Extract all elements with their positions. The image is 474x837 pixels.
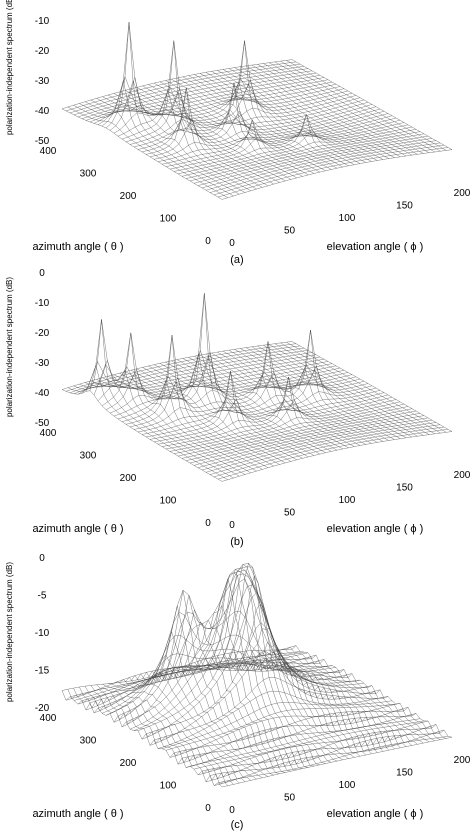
vertical-tick-label: -20 bbox=[35, 703, 50, 714]
y-axis-label: polarization-independent spectrum (dB) bbox=[5, 277, 14, 417]
surface-mesh bbox=[61, 562, 453, 788]
surface-mesh bbox=[61, 293, 453, 482]
vertical-tick-label: -5 bbox=[38, 591, 47, 602]
azimuth-axis-label: azimuth angle ( θ ) bbox=[32, 241, 123, 253]
vertical-tick-label: -10 bbox=[35, 16, 50, 27]
elevation-tick-label: 50 bbox=[284, 508, 296, 519]
elevation-tick-label: 50 bbox=[284, 226, 296, 237]
azimuth-axis-label: azimuth angle ( θ ) bbox=[32, 523, 123, 535]
vertical-tick-label: -30 bbox=[35, 76, 50, 87]
elevation-tick-label: 200 bbox=[454, 188, 471, 199]
elevation-tick-label: 150 bbox=[396, 768, 413, 779]
elevation-tick-label: 100 bbox=[339, 780, 356, 791]
elevation-tick-label: 150 bbox=[396, 201, 413, 212]
elevation-tick-label: 200 bbox=[454, 755, 471, 766]
azimuth-tick-label: 100 bbox=[160, 496, 177, 507]
elevation-tick-label: 100 bbox=[339, 495, 356, 506]
azimuth-tick-label: 300 bbox=[80, 169, 97, 180]
panel-caption: (b) bbox=[230, 536, 243, 548]
azimuth-tick-label: 0 bbox=[205, 236, 211, 247]
azimuth-tick-label: 0 bbox=[205, 803, 211, 814]
azimuth-tick-label: 200 bbox=[120, 473, 137, 484]
azimuth-tick-label: 200 bbox=[120, 191, 137, 202]
elevation-tick-label: 0 bbox=[229, 805, 235, 816]
elevation-tick-label: 0 bbox=[229, 238, 235, 249]
vertical-tick-label: -50 bbox=[35, 136, 50, 147]
panel-caption: (a) bbox=[230, 254, 243, 266]
vertical-tick-label: -10 bbox=[35, 628, 50, 639]
azimuth-tick-label: 0 bbox=[205, 518, 211, 529]
azimuth-tick-label: 400 bbox=[40, 713, 57, 724]
elevation-tick-label: 50 bbox=[284, 793, 296, 804]
vertical-tick-label: -10 bbox=[35, 298, 50, 309]
vertical-tick-label: 0 bbox=[39, 268, 45, 279]
surface-panel-2: 0 -10 -20 -30 -40 -50 polarization-independent… bbox=[5, 268, 471, 548]
azimuth-tick-label: 300 bbox=[80, 736, 97, 747]
vertical-tick-label: -20 bbox=[35, 328, 50, 339]
azimuth-axis-label: azimuth angle ( θ ) bbox=[32, 808, 123, 820]
vertical-tick-label: -40 bbox=[35, 106, 50, 117]
azimuth-tick-label: 400 bbox=[40, 146, 57, 157]
elevation-axis-label: elevation angle ( ϕ ) bbox=[327, 523, 424, 535]
azimuth-tick-label: 400 bbox=[40, 428, 57, 439]
surface-panel-1: 0 -10 -20 -30 -40 -50 polarization-independent… bbox=[5, 0, 471, 266]
vertical-tick-label: -40 bbox=[35, 388, 50, 399]
azimuth-tick-label: 300 bbox=[80, 451, 97, 462]
elevation-tick-label: 100 bbox=[339, 213, 356, 224]
vertical-tick-label: -30 bbox=[35, 358, 50, 369]
azimuth-tick-label: 100 bbox=[160, 214, 177, 225]
elevation-tick-label: 150 bbox=[396, 483, 413, 494]
vertical-tick-label: 0 bbox=[39, 553, 45, 564]
vertical-tick-label: -20 bbox=[35, 46, 50, 57]
vertical-tick-label: -15 bbox=[35, 666, 50, 677]
y-axis-label: polarization-independent spectrum (dB) bbox=[5, 0, 14, 135]
surface-mesh bbox=[61, 22, 453, 200]
azimuth-tick-label: 200 bbox=[120, 758, 137, 769]
surface-panel-3: 0 -5 -10 -15 -20 polarization-independent spe… bbox=[5, 553, 471, 831]
elevation-tick-label: 200 bbox=[454, 470, 471, 481]
elevation-tick-label: 0 bbox=[229, 520, 235, 531]
elevation-axis-label: elevation angle ( ϕ ) bbox=[327, 808, 424, 820]
elevation-axis-label: elevation angle ( ϕ ) bbox=[327, 241, 424, 253]
y-axis-label: polarization-independent spectrum (dB) bbox=[5, 562, 14, 702]
panel-caption: (c) bbox=[231, 819, 244, 831]
vertical-tick-label: -50 bbox=[35, 418, 50, 429]
azimuth-tick-label: 100 bbox=[160, 781, 177, 792]
